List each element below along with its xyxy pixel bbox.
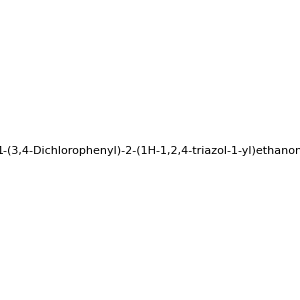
Text: 1-(3,4-Dichlorophenyl)-2-(1H-1,2,4-triazol-1-yl)ethanone: 1-(3,4-Dichlorophenyl)-2-(1H-1,2,4-triaz… bbox=[0, 146, 300, 157]
